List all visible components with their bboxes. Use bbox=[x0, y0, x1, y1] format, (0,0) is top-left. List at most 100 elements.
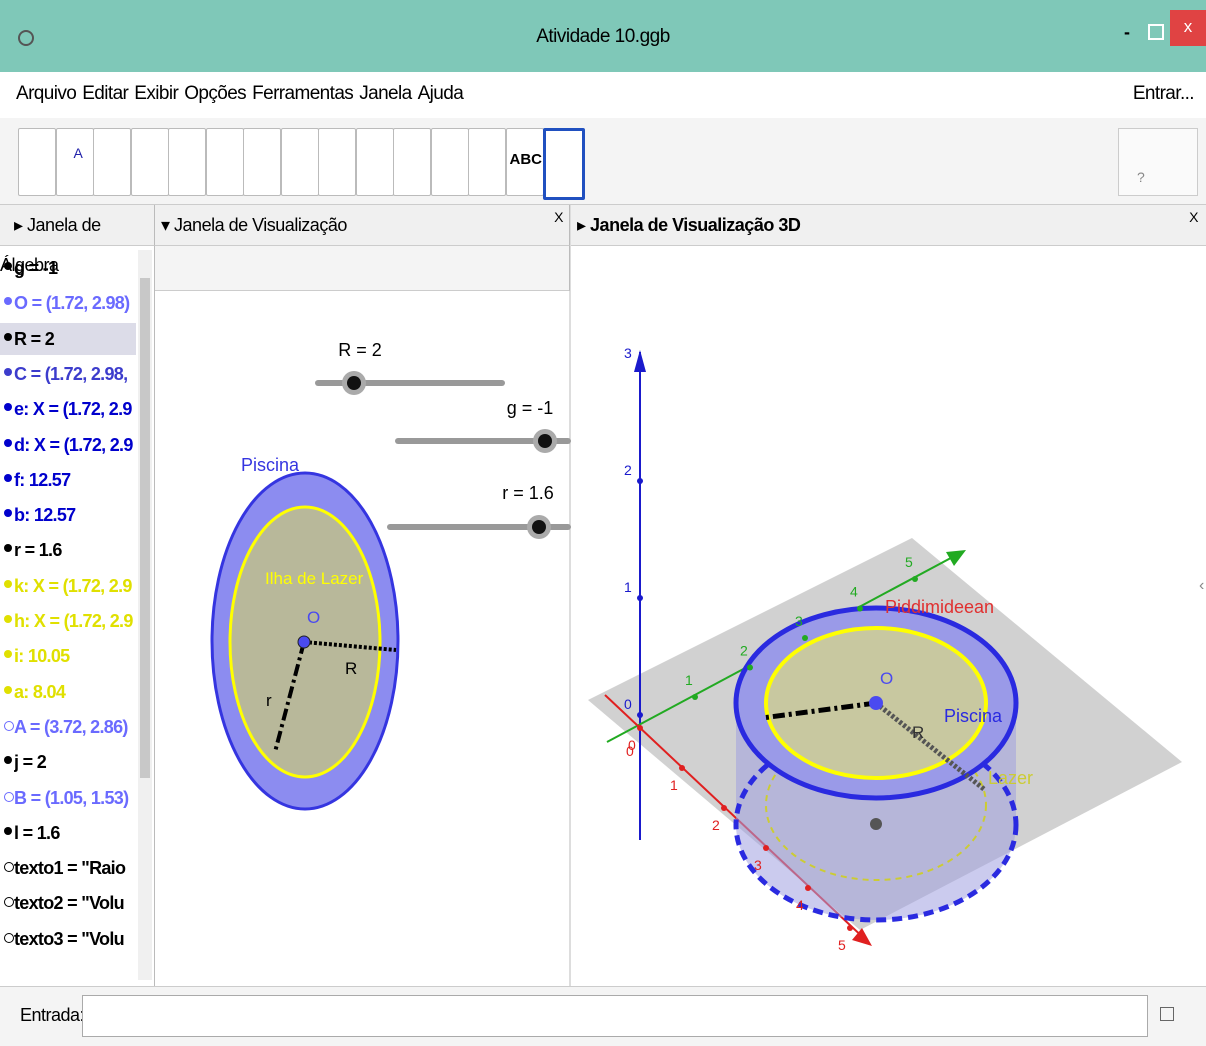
bullet[interactable] bbox=[4, 862, 14, 873]
bullet[interactable] bbox=[4, 756, 12, 765]
login[interactable]: Entrar... bbox=[1132, 83, 1195, 104]
bullet[interactable] bbox=[4, 791, 14, 802]
bullet[interactable] bbox=[4, 367, 12, 376]
x-label: 2 bbox=[712, 817, 720, 833]
menu-item[interactable]: Ferramentas bbox=[252, 83, 354, 104]
input-label: Entrada: bbox=[20, 1005, 85, 1025]
tool[interactable] bbox=[130, 128, 169, 196]
bullet[interactable] bbox=[4, 297, 12, 306]
x-arrow bbox=[852, 928, 872, 946]
algebra-item[interactable]: b: 12.57 bbox=[14, 505, 76, 526]
algebra-header[interactable]: ▸ Janela de Álgebra bbox=[0, 205, 155, 275]
minimize[interactable]: - bbox=[1124, 22, 1130, 42]
tool[interactable] bbox=[93, 128, 131, 196]
tool[interactable] bbox=[393, 128, 431, 196]
scroll-thumb[interactable] bbox=[140, 278, 150, 778]
collapse[interactable]: ‹ bbox=[1199, 577, 1204, 594]
close-3d[interactable]: X bbox=[1189, 209, 1198, 225]
menu-item[interactable]: Opções bbox=[184, 83, 247, 104]
algebra-item[interactable]: l = 1.6 bbox=[14, 822, 60, 843]
bullet[interactable] bbox=[4, 685, 12, 694]
radius-r bbox=[273, 641, 306, 753]
menu-item[interactable]: Janela bbox=[359, 83, 412, 104]
z-label: 3 bbox=[624, 345, 632, 361]
tool[interactable] bbox=[280, 128, 319, 196]
window-title: Atividade 10.ggb bbox=[536, 26, 670, 47]
algebra-item[interactable]: texto1 = "Raio bbox=[14, 858, 126, 879]
algebra-item[interactable]: f: 12.57 bbox=[14, 469, 71, 490]
center-label: O bbox=[307, 608, 320, 627]
graphics-header[interactable]: ▾ Janela de Visualização X bbox=[155, 205, 570, 246]
algebra-item[interactable]: r = 1.6 bbox=[14, 540, 62, 561]
bullet[interactable] bbox=[4, 897, 14, 908]
tool[interactable] bbox=[430, 128, 469, 196]
bullet[interactable] bbox=[4, 579, 12, 588]
y-tick bbox=[802, 635, 808, 641]
tool[interactable] bbox=[543, 128, 585, 200]
bullet[interactable] bbox=[4, 544, 12, 553]
tool[interactable] bbox=[318, 128, 356, 196]
leisure-label: Ilha de Lazer bbox=[265, 569, 364, 588]
bullet[interactable] bbox=[4, 509, 12, 518]
slider-point[interactable] bbox=[532, 520, 546, 534]
close-graphics[interactable]: X bbox=[554, 209, 563, 225]
algebra-item[interactable]: texto2 = "Volu bbox=[14, 893, 125, 914]
bullet[interactable] bbox=[4, 473, 12, 482]
bullet[interactable] bbox=[4, 720, 14, 731]
menu-item[interactable]: Exibir bbox=[134, 83, 179, 104]
center-3d[interactable] bbox=[869, 696, 883, 710]
menu-bar: Arquivo Editar Exibir Opções Ferramentas Jane… bbox=[0, 72, 1206, 119]
algebra-item[interactable]: R = 2 bbox=[14, 328, 55, 349]
algebra-item[interactable]: k: X = (1.72, 2.9 bbox=[14, 575, 132, 596]
tool[interactable] bbox=[468, 128, 506, 196]
algebra-item[interactable]: O = (1.72, 2.98) bbox=[14, 293, 130, 314]
slider-point[interactable] bbox=[538, 434, 552, 448]
menu-item[interactable]: Editar bbox=[82, 83, 129, 104]
bullet[interactable] bbox=[4, 262, 12, 270]
algebra-item[interactable]: i: 10.05 bbox=[14, 646, 70, 667]
R-3d-label: R bbox=[912, 723, 924, 742]
bullet[interactable] bbox=[4, 438, 12, 447]
algebra-item[interactable]: e: X = (1.72, 2.9 bbox=[14, 399, 132, 420]
scrollbar[interactable] bbox=[138, 250, 152, 980]
tool[interactable] bbox=[355, 128, 394, 196]
title-bar: Atividade 10.ggb - x bbox=[0, 0, 1206, 72]
graphics3d-header[interactable]: ▸ Janela de Visualização 3D X bbox=[571, 205, 1206, 246]
center-point[interactable] bbox=[297, 635, 311, 649]
tool-letter: A bbox=[73, 145, 83, 161]
slider-point[interactable] bbox=[347, 376, 361, 390]
input-field[interactable] bbox=[82, 995, 1148, 1037]
x-label: 3 bbox=[754, 857, 762, 873]
y-label: 3 bbox=[795, 613, 803, 629]
algebra-item[interactable]: A = (3.72, 2.86) bbox=[14, 716, 128, 737]
algebra-item[interactable]: j = 2 bbox=[14, 752, 47, 773]
x-label: 4 bbox=[796, 897, 804, 913]
algebra-item[interactable]: d: X = (1.72, 2.9 bbox=[14, 434, 133, 455]
algebra-item[interactable]: g = -1 bbox=[14, 258, 58, 278]
menu-item[interactable]: Ajuda bbox=[417, 83, 464, 104]
bullet[interactable] bbox=[4, 615, 12, 623]
bullet[interactable] bbox=[4, 403, 12, 412]
y-tick bbox=[912, 576, 918, 582]
tool[interactable]: ABC bbox=[505, 128, 544, 196]
help[interactable]: ? bbox=[1137, 169, 1145, 185]
bullet[interactable] bbox=[4, 332, 12, 341]
graphics3d-title: Janela de Visualização 3D bbox=[590, 215, 801, 235]
bullet[interactable] bbox=[4, 826, 12, 835]
x-tick bbox=[637, 725, 643, 731]
x-label: 0 bbox=[628, 737, 636, 753]
bullet[interactable] bbox=[4, 650, 12, 659]
undo-redo[interactable]: ? bbox=[1118, 128, 1198, 196]
keyboard-button[interactable] bbox=[1160, 1007, 1174, 1021]
algebra-item[interactable]: texto3 = "Volu bbox=[14, 928, 125, 949]
algebra-item[interactable]: C = (1.72, 2.98, bbox=[14, 363, 128, 384]
algebra-item[interactable]: h: X = (1.72, 2.9 bbox=[14, 611, 133, 631]
close[interactable]: x bbox=[1170, 10, 1206, 46]
maximize[interactable] bbox=[1148, 24, 1164, 40]
x-tick bbox=[721, 805, 727, 811]
bottom-center bbox=[870, 818, 882, 830]
bullet[interactable] bbox=[4, 932, 14, 943]
algebra-item[interactable]: B = (1.05, 1.53) bbox=[14, 787, 129, 808]
menu-item[interactable]: Arquivo bbox=[16, 83, 77, 104]
algebra-item[interactable]: a: 8.04 bbox=[14, 681, 66, 702]
